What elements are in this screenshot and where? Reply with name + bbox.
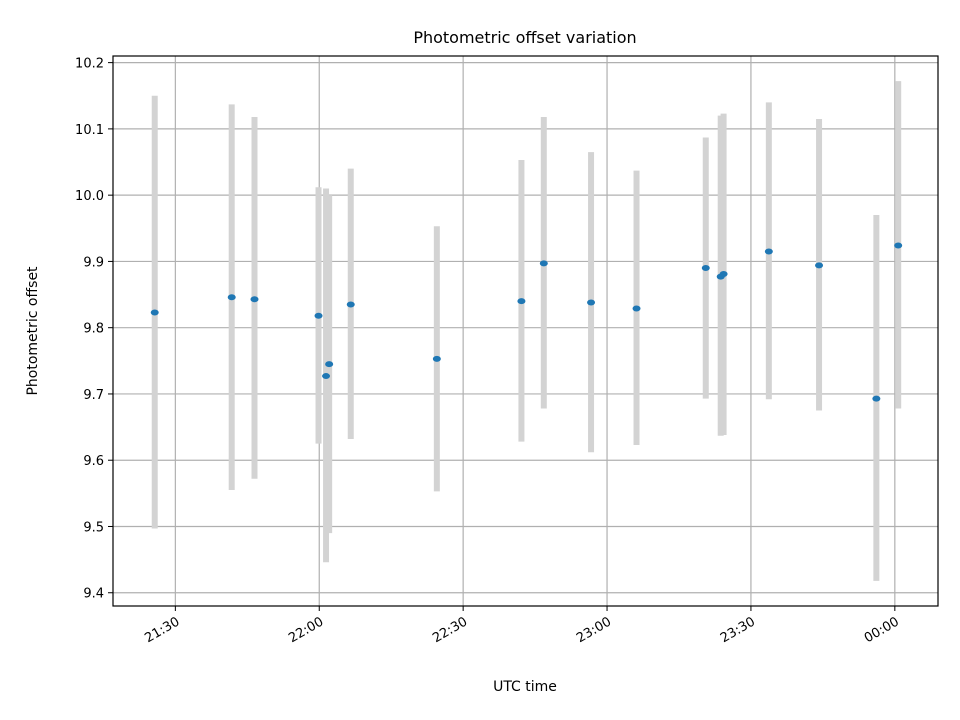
data-point [719,271,728,278]
chart-title: Photometric offset variation [413,28,636,47]
data-point [701,265,710,272]
data-point [587,299,596,306]
data-point [314,312,323,319]
y-tick-label: 10.0 [75,189,104,204]
data-points [150,242,903,402]
plot-frame [112,55,939,607]
x-axis-title: UTC time [493,679,557,695]
data-point [325,361,334,368]
y-tick-label: 9.7 [83,388,104,403]
y-tick-label: 10.2 [75,57,104,72]
data-point [150,309,159,316]
grid [113,56,938,606]
y-axis-title: Photometric offset [25,266,41,396]
data-point [872,395,881,402]
data-point [227,294,236,301]
data-point [815,262,824,269]
data-point [894,242,903,249]
y-axis: 9.4 9.5 9.6 9.7 9.8 9.9 10.0 10.1 10.2 [75,57,113,602]
y-tick-label: 9.5 [83,520,104,535]
y-tick-label: 9.6 [83,454,104,469]
data-point [764,248,773,255]
data-point [250,296,259,303]
data-point [632,305,641,312]
data-point [346,301,355,308]
data-point [432,355,441,362]
y-tick-label: 9.8 [83,322,104,337]
y-tick-label: 9.9 [83,255,104,270]
plot-area [113,56,938,606]
data-point [539,260,548,267]
y-tick-label: 10.1 [75,123,104,138]
y-tick-label: 9.4 [83,587,104,602]
data-point [517,298,526,305]
data-point [322,373,331,380]
